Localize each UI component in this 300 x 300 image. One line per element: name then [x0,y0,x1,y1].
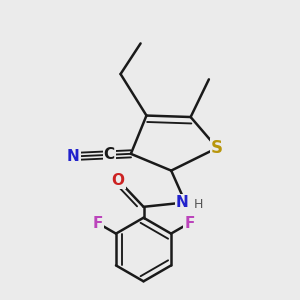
Text: N: N [67,149,80,164]
Text: C: C [104,147,115,162]
Text: F: F [92,215,103,230]
Text: H: H [194,198,204,211]
Text: O: O [112,172,125,188]
Text: F: F [184,215,195,230]
Text: N: N [176,195,189,210]
Text: S: S [211,139,223,157]
